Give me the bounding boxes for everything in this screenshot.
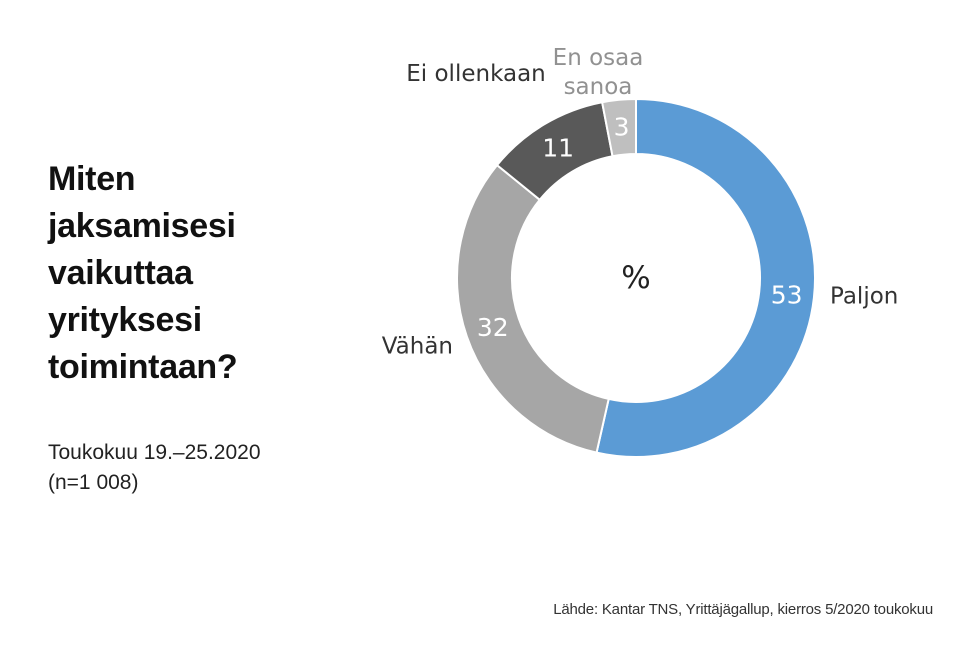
- donut-center-unit-label: %: [621, 260, 651, 296]
- segment-value-ei-ollenkaan: 11: [542, 134, 574, 163]
- segment-label-paljon: Paljon: [830, 283, 899, 310]
- donut-segment-vahan: [456, 163, 610, 454]
- sample-size-label: (n=1 008): [48, 471, 139, 494]
- donut-segment-paljon: [595, 97, 816, 458]
- survey-period-label: Toukokuu 19.–25.2020: [48, 441, 261, 464]
- segment-value-en-osaa-sanoa: 3: [614, 113, 630, 142]
- segment-value-paljon: 53: [771, 280, 803, 309]
- donut-segment-en-osaa-sanoa: [600, 97, 637, 158]
- page-title: Miten jaksamisesi vaikuttaa yrityksesi t…: [48, 160, 238, 386]
- source-caption: Lähde: Kantar TNS, Yrittäjägallup, kierr…: [553, 601, 933, 618]
- segment-value-vahan: 32: [477, 313, 509, 342]
- donut-chart: 53 32 11 3: [456, 97, 816, 458]
- segment-label-vahan: Vähän: [381, 333, 453, 360]
- segment-label-ei-ollenkaan: Ei ollenkaan: [406, 61, 546, 87]
- segment-label-en-osaa-sanoa: En osaa sanoa: [552, 45, 644, 100]
